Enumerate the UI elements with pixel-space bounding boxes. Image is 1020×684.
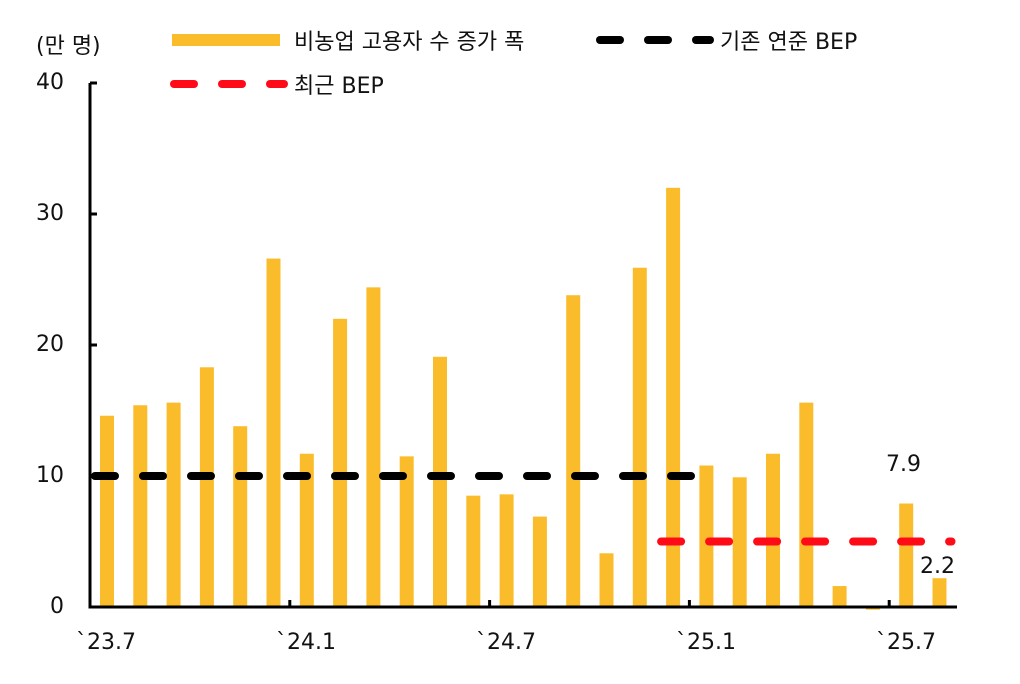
bar-`25.2 xyxy=(732,477,747,607)
legend-label-black-bep: 기존 연준 BEP xyxy=(720,30,858,55)
y-tick-30: 30 xyxy=(36,201,64,226)
x-tick-label-24-1: `24.1 xyxy=(276,630,336,655)
x-tick-label-24-7: `24.7 xyxy=(476,630,536,655)
y-axis-unit-label: (만 명) xyxy=(36,34,101,59)
bar-`23.8 xyxy=(133,405,148,607)
bar-`24.11 xyxy=(632,267,647,607)
bar-`24.4 xyxy=(399,456,414,607)
y-tick-20: 20 xyxy=(36,332,64,357)
bar-`23.12 xyxy=(266,258,281,607)
bar-`24.1 xyxy=(299,453,314,607)
bar-`24.8 xyxy=(532,516,547,607)
y-tick-10: 10 xyxy=(36,463,64,488)
bar-`23.11 xyxy=(233,426,248,607)
annotation-7-9: 7.9 xyxy=(886,452,921,477)
x-tick-label-23-7: `23.7 xyxy=(76,630,136,655)
bar-`25.4 xyxy=(799,402,814,607)
legend-item-bar: 비농업 고용자 수 증가 폭 xyxy=(172,24,524,56)
bar-`25.1 xyxy=(699,465,714,607)
legend-red-dash-swatch xyxy=(168,80,288,88)
x-tick-label-25-1: `25.1 xyxy=(676,630,736,655)
bar-`24.2 xyxy=(333,318,348,607)
bar-`23.10 xyxy=(199,367,214,607)
y-tick-40: 40 xyxy=(36,70,64,95)
legend-label-red-bep: 최근 BEP xyxy=(294,74,384,99)
bar-`24.7 xyxy=(499,494,514,607)
legend-label-bar: 비농업 고용자 수 증가 폭 xyxy=(294,30,525,55)
bar-`24.5 xyxy=(433,356,447,607)
bar-`23.9 xyxy=(166,402,181,607)
bar-`24.9 xyxy=(566,295,581,607)
bar-`24.12 xyxy=(666,187,681,608)
bar-`25.5 xyxy=(832,586,847,607)
bar-`25.7 xyxy=(899,503,914,607)
legend-item-black-bep: 기존 연준 BEP xyxy=(594,24,857,56)
bar-`25.3 xyxy=(766,453,780,607)
bar-`24.6 xyxy=(466,495,481,607)
x-tick-label-25-7: `25.7 xyxy=(876,630,936,655)
bar-`24.10 xyxy=(599,553,614,607)
legend-item-red-bep: 최근 BEP xyxy=(168,68,384,100)
legend-bar-swatch xyxy=(172,34,280,46)
bar-`23.7 xyxy=(100,415,114,607)
bar-`24.3 xyxy=(366,287,381,607)
y-tick-0: 0 xyxy=(50,594,64,619)
bar-`25.8 xyxy=(932,578,947,607)
annotation-2-2: 2.2 xyxy=(920,554,955,579)
legend-black-dash-swatch xyxy=(594,36,714,44)
